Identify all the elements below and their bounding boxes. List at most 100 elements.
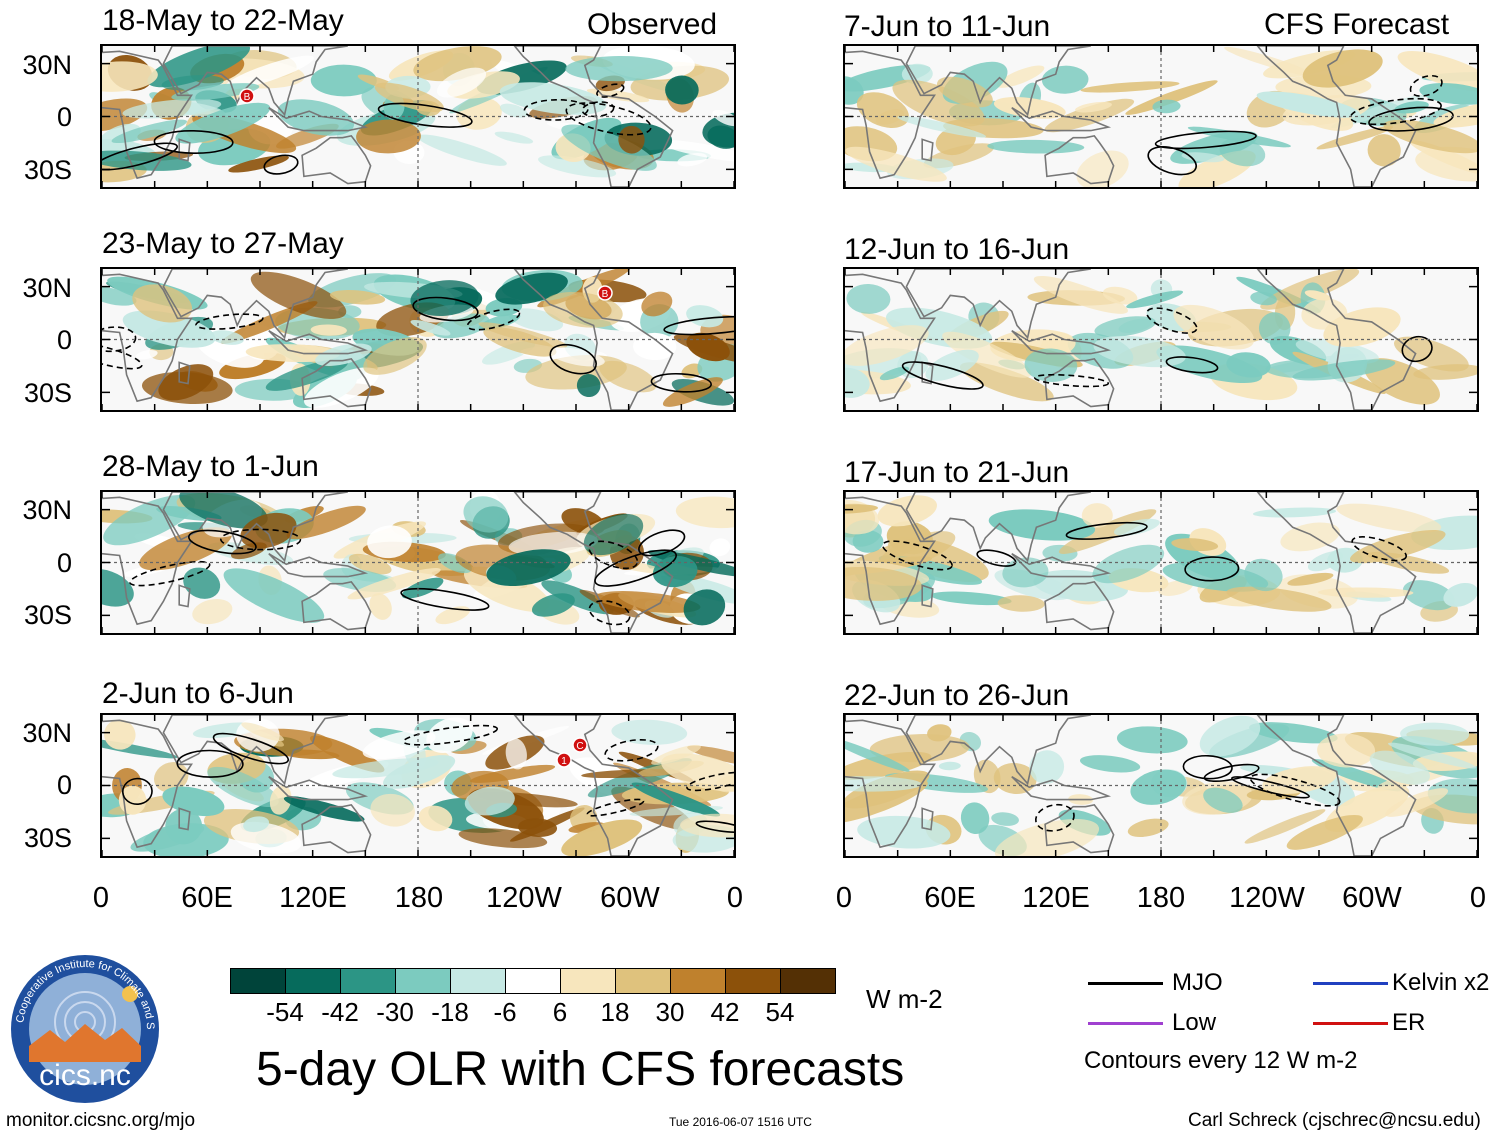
mjo-contour (881, 540, 953, 571)
olr-map-panel (100, 490, 736, 635)
olr-field-svg (845, 269, 1477, 410)
mjo-contour (122, 777, 153, 806)
colorbar-box (780, 968, 836, 994)
olr-anomaly-patch (987, 139, 1085, 154)
tc-marker-label: C (576, 741, 583, 752)
olr-anomaly-patch (1433, 101, 1477, 128)
coastline (268, 107, 369, 132)
olr-anomaly-patch (561, 124, 657, 171)
olr-anomaly-patch (1388, 742, 1477, 769)
y-tick-label: 30N (22, 495, 72, 525)
y-tick-label: 30S (23, 378, 72, 408)
olr-anomaly-patch (892, 79, 985, 127)
x-tick-label: 120E (279, 882, 347, 914)
olr-anomaly-patch (269, 785, 292, 815)
olr-anomaly-patch (657, 139, 734, 163)
mjo-contour (565, 102, 652, 136)
olr-anomaly-patch (1415, 146, 1477, 182)
olr-anomaly-patch (846, 283, 891, 314)
panel-title: 28-May to 1-Jun (102, 450, 319, 483)
coastline (268, 776, 369, 801)
mjo-contour (195, 313, 264, 330)
olr-anomaly-patch (1173, 304, 1255, 350)
olr-anomaly-patch (1385, 788, 1449, 817)
olr-anomaly-patch (869, 734, 970, 763)
olr-anomaly-patch (996, 65, 1045, 88)
tc-marker-circle (239, 88, 255, 104)
colorbar-box (670, 968, 726, 994)
y-tick-label: 30S (23, 823, 72, 853)
olr-anomaly-patch (209, 330, 244, 345)
mjo-contour (695, 820, 734, 833)
olr-anomaly-patch (538, 155, 617, 178)
colorbar-box (725, 968, 781, 994)
olr-anomaly-patch (135, 349, 158, 360)
olr-anomaly-patch (1286, 814, 1363, 850)
olr-anomaly-patch (478, 322, 568, 348)
colorbar-label: -6 (493, 997, 517, 1027)
colorbar-label: 6 (552, 997, 568, 1027)
olr-anomaly-patch (310, 324, 347, 336)
olr-anomaly-patch (463, 496, 509, 533)
olr-anomaly-patch (680, 813, 734, 838)
mjo-contour (581, 101, 615, 118)
olr-anomaly-patch (938, 761, 961, 771)
olr-anomaly-patch (228, 155, 289, 173)
coastline (1256, 46, 1417, 187)
coastline (1044, 804, 1115, 854)
mjo-contour (212, 732, 290, 765)
panel-title: 22-Jun to 26-Jun (844, 679, 1070, 712)
y-tick-label: 0 (56, 325, 72, 355)
x-tick-label: 60E (181, 882, 233, 914)
mjo-contour (1351, 536, 1408, 562)
tc-marker-label: 1 (561, 756, 567, 767)
tc-marker-label: B (244, 92, 251, 103)
mjo-contour (129, 560, 211, 587)
olr-anomaly-patch (192, 598, 233, 625)
panel-title: 23-May to 27-May (102, 227, 344, 260)
y-tick-label: 30S (23, 600, 72, 630)
x-tick-label: 60E (924, 882, 976, 914)
olr-field-svg (845, 46, 1477, 187)
coastline (1044, 358, 1115, 408)
olr-anomaly-patch (463, 566, 550, 612)
panel-title: 17-Jun to 21-Jun (844, 456, 1070, 489)
mjo-contour (596, 83, 625, 98)
coastline (905, 715, 1091, 786)
olr-anomaly-patch (286, 505, 366, 540)
olr-anomaly-patch (1127, 818, 1169, 838)
mjo-contour (1249, 773, 1341, 807)
olr-anomaly-patch (1171, 538, 1219, 552)
olr-anomaly-patch (1075, 101, 1112, 113)
olr-anomaly-patch (1302, 49, 1383, 88)
mjo-contour (176, 749, 244, 778)
olr-anomaly-patch (942, 331, 1032, 378)
olr-anomaly-patch (549, 347, 605, 367)
colorbar-box (230, 968, 286, 994)
figure-title: 5-day OLR with CFS forecasts (256, 1043, 905, 1096)
olr-field-svg (845, 715, 1477, 856)
colorbar-label: -30 (376, 997, 414, 1027)
coastline (268, 553, 369, 578)
olr-anomaly-patch (435, 606, 470, 625)
mjo-contour (263, 154, 299, 175)
olr-anomaly-patch (959, 362, 1054, 402)
olr-anomaly-patch (1126, 290, 1184, 309)
olr-anomaly-patch (508, 531, 598, 556)
olr-anomaly-patch (486, 549, 571, 586)
mjo-contour (1184, 556, 1240, 582)
olr-anomaly-patch (925, 349, 979, 381)
olr-anomaly-patch (383, 755, 456, 789)
olr-anomaly-patch (1094, 316, 1156, 337)
coastline (301, 135, 372, 185)
legend-line-er (1313, 1022, 1388, 1025)
olr-anomaly-patch (315, 343, 372, 366)
olr-anomaly-patch (179, 492, 268, 529)
colorbar-box (285, 968, 341, 994)
olr-anomaly-patch (633, 332, 677, 361)
colorbar-units: W m-2 (866, 984, 943, 1014)
coastline (162, 492, 348, 563)
mjo-contour (549, 343, 597, 375)
olr-anomaly-patch (1331, 94, 1425, 129)
coastline (845, 50, 936, 180)
